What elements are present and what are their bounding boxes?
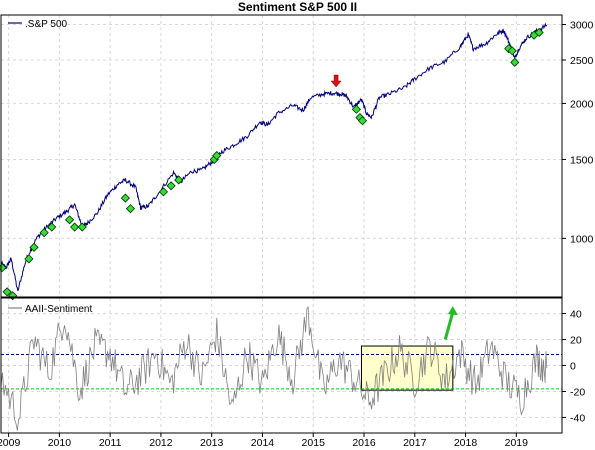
green-diamond-marker xyxy=(158,187,169,197)
green-diamond-marker xyxy=(510,57,520,67)
x-tick-label: 2011 xyxy=(99,437,122,449)
green-diamond-marker xyxy=(0,263,7,273)
x-tick-label: 2010 xyxy=(48,437,72,449)
green-diamond-marker xyxy=(212,151,222,161)
chart-title: Sentiment S&P 500 II xyxy=(237,0,358,14)
green-diamond-marker xyxy=(64,215,75,225)
top-y-tick-label: 1000 xyxy=(570,233,594,245)
x-tick-label: 2014 xyxy=(251,437,275,449)
marker-layer xyxy=(0,27,544,340)
green-diamond-marker xyxy=(120,193,130,203)
green-diamond-marker xyxy=(125,204,136,214)
x-tick-label: 2017 xyxy=(403,437,427,449)
green-diamond-marker xyxy=(70,222,80,232)
green-diamond-marker xyxy=(174,175,184,185)
bottom-y-tick-label: 0 xyxy=(570,361,576,373)
x-tick-label: 2015 xyxy=(302,437,326,449)
green-diamond-marker xyxy=(534,27,544,38)
series-lines xyxy=(0,22,548,431)
x-tick-label: 2016 xyxy=(352,437,376,449)
green-diamond-marker xyxy=(39,228,49,238)
green-diamond-marker xyxy=(47,222,57,232)
bottom-y-tick-label: -20 xyxy=(570,386,585,398)
x-tick-label: 2018 xyxy=(454,437,478,449)
top-panel-frame xyxy=(0,14,563,298)
green-diamond-marker xyxy=(77,222,87,232)
bottom-panel-annotations xyxy=(1,345,562,391)
bottom-y-tick-label: 20 xyxy=(570,335,582,347)
green-diamond-marker xyxy=(29,242,39,252)
green-diamond-marker xyxy=(2,287,12,297)
x-tick-label: 2013 xyxy=(200,437,224,449)
highlight-box xyxy=(360,345,454,391)
aaii-sentiment-series-line xyxy=(0,305,548,431)
bottom-y-tick-label: -40 xyxy=(570,412,585,424)
red-arrow-marker xyxy=(330,74,342,88)
bottom-panel-grid xyxy=(1,298,562,433)
top-y-tick-label: 1500 xyxy=(570,154,594,166)
green-diamond-marker xyxy=(357,116,368,126)
green-diamond-marker xyxy=(507,46,517,56)
top-y-tick-label: 3000 xyxy=(570,19,594,31)
axis-ticks: 2009 2010 2011 2012 2013 2014 2015 2016 2017 2018… xyxy=(0,19,594,449)
legend-label-sp500: .S&P 500 xyxy=(25,19,68,30)
legends: .S&P 500 AAII-Sentiment xyxy=(8,19,92,315)
x-tick-label: 2009 xyxy=(0,437,20,449)
x-tick-label: 2012 xyxy=(149,437,173,449)
green-diamond-marker xyxy=(24,254,34,264)
sp500-series-line xyxy=(0,22,548,292)
top-y-tick-label: 2500 xyxy=(570,55,594,67)
green-diamond-marker xyxy=(351,104,361,114)
top-y-tick-label: 2000 xyxy=(570,98,594,110)
top-panel-grid xyxy=(1,15,562,297)
legend-label-aaii: AAII-Sentiment xyxy=(25,304,92,315)
green-arrow-shaft xyxy=(443,311,455,340)
bottom-y-tick-label: 40 xyxy=(570,309,582,321)
green-arrow-head xyxy=(447,306,458,316)
green-diamond-marker xyxy=(166,181,176,191)
x-tick-label: 2019 xyxy=(505,437,529,449)
